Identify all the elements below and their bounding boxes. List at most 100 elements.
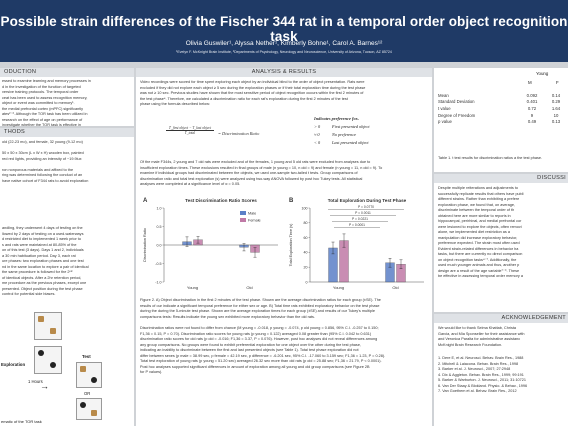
caption-line: Figure 2. A) Object discrimination in th… (140, 298, 381, 302)
x-tick-label: Young (333, 285, 344, 290)
analysis-line: Video recordings were scored for time sp… (140, 80, 365, 84)
table-cell-m: 0.49 (527, 119, 537, 125)
discussion-line: alone, we implemented diet restriction a… (438, 230, 510, 234)
y-tick-label: 0 (306, 280, 308, 284)
methods-heading: THODS (0, 128, 134, 137)
indicates-row: > 0 First presented object (314, 124, 414, 132)
y-tick-label: 40 (304, 251, 308, 255)
discussion-line: on object recognition tasks⁴⁻⁷. Addition… (438, 257, 517, 262)
chart-title: Total Exploration During Test Phase (328, 198, 407, 203)
table-cell-m: 0.092 (526, 92, 538, 98)
acknowledgement-text: We would like to thank Selma Khattab, Ch… (438, 326, 568, 348)
methods-line: nd in the same location to explore a pai… (2, 264, 89, 269)
arrow-icon: → (40, 381, 49, 391)
discussion-line: different strains. Rather than exhibitin… (438, 197, 520, 201)
intro-line: essed to examine learning and memory pro… (2, 79, 91, 83)
legend-label: Female (248, 219, 261, 223)
poster-authors: Olivia Guswiler¹, Alyssa Nether¹, Kimber… (185, 40, 383, 47)
analysis-line: discrimination ratio and total test expl… (140, 176, 363, 181)
exploration-label: Exploration (1, 362, 26, 367)
methods-line: a 30 min habituation period. Day 3, each… (2, 253, 76, 258)
figure-caption: Figure 2. A) Object discrimination in th… (140, 298, 428, 320)
results-line: differ between sexes (p male = 38.99 sec… (140, 353, 386, 358)
indicates-row: < 0 Last presented object (314, 140, 414, 148)
methods-line: red red lights, providing an intensity o… (2, 156, 82, 161)
exploration-object-2a (38, 350, 44, 356)
legend-swatch (240, 211, 246, 215)
table-cell-f: 10 (553, 112, 559, 118)
discussion-line: Evident strain-related differences in be… (438, 246, 519, 251)
ack-line: We would like to thank Selma Khattab, Ch… (438, 326, 517, 330)
discussion-line: design are a result of the age variable⁷… (438, 268, 520, 273)
methods-line: on of this test (3 days). Days 1 and 2, … (2, 248, 84, 252)
test-object-2b (91, 410, 97, 416)
introduction-text: essed to examine learning and memory pro… (2, 79, 130, 134)
indicates-meaning: Last presented object (332, 140, 369, 145)
methods-line: d restricted diet to implemented 1 week … (2, 237, 81, 241)
table-cell-f: 0.13 (551, 119, 561, 125)
methods-line: andling, they underwent 4 days of testin… (2, 226, 83, 230)
discussion-heading: DISCUSSI (434, 174, 568, 183)
intro-line: investigate whether the TOR task is effe… (2, 123, 81, 127)
chart-panel-label: A (143, 198, 148, 204)
table-row: p value 0.49 0.13 (438, 118, 568, 125)
table-cell-m: 9 (530, 112, 534, 118)
y-axis-label: Discrimination Ratio (143, 228, 147, 262)
analysis-line: insufficient exploration times. These ex… (140, 165, 383, 170)
methods-line: ure phases: two exploration phases and o… (2, 259, 84, 263)
results-line: indicating an inability to discriminate … (140, 348, 359, 352)
discussion-text: Despite multiple reiterations and adjust… (438, 186, 568, 280)
table-cell-f: 1.64 (551, 105, 561, 111)
ack-line: McKnight Brain Research Foundation. (438, 342, 503, 347)
x-tick-label: Old (246, 285, 252, 290)
results-line: F1,36 = 0.15, P = 0.70). Discrimination … (140, 331, 372, 336)
y-tick-label: 0.0 (157, 243, 162, 247)
y-axis-label: Total Exploration Time (s) (289, 223, 293, 267)
acknowledgement-heading: ACKNOWLEDGEMENT (434, 314, 568, 323)
test-object-2a (80, 402, 86, 408)
indicates-header: Indicates preference for.. (314, 116, 360, 121)
exploration-object-1a (38, 316, 44, 322)
intro-line: ates²⁻³. Although the TOR task has been … (2, 112, 88, 116)
caption-line: during the during the 5-minute test phas… (140, 309, 375, 313)
discussion-line: used much younger animals and thus, anot… (438, 263, 520, 267)
reference-item: 1. Dere E, et al. Neurosci. Behav. Brain… (438, 356, 524, 360)
caption-line: results of our indicate a significant te… (140, 303, 380, 308)
legend-label: Male (248, 212, 256, 216)
poster-title: Possible strain differences of the Fisch… (0, 14, 568, 44)
poster-affiliation: ¹Evelyn F. McKnight Brain Institute, ²De… (176, 50, 392, 54)
table-col-f: F (556, 80, 559, 85)
discrimination-formula: T_first object − T_last object T_total =… (166, 116, 406, 158)
indicates-sign: < 0 (314, 140, 321, 145)
acknowledgement-panel: ACKNOWLEDGEMENT We would like to thank S… (434, 314, 568, 426)
discussion-line: manipulation did increase exploratory be… (438, 235, 518, 240)
reference-item: 2. Mitchell & Laiacona. Behav. Brain Res… (438, 361, 519, 366)
analysis-line: analyses were completed at a significanc… (140, 182, 241, 186)
table-cell-label: Standard Deviation (438, 99, 475, 105)
chart-panel-label: B (289, 198, 294, 204)
x-tick-label: Young (187, 285, 198, 290)
indicates-meaning: First presented object (332, 124, 370, 129)
t-test-table: Mean 0.092 0.14 Standard Deviation 0.401 0.29… (438, 92, 568, 125)
y-tick-label: 1.0 (157, 206, 162, 210)
discussion-line: tasks, but there are currently no direct… (438, 252, 523, 256)
results-line: Post hoc analyses supported significant … (140, 364, 370, 369)
analysis-line: was not ≥ 10 sec. Previous studies have … (140, 91, 364, 95)
discussion-line: successfully replicate results that othe… (438, 191, 524, 196)
methods-line: llowed by 2 days of testing on a used-wa… (2, 231, 84, 236)
methods-line: ron nonporous materials and affixed to t… (2, 167, 74, 172)
y-tick-label: 0.5 (157, 225, 162, 229)
formula-denominator: T_total (184, 131, 196, 135)
methods-line: old (22-23 mo), and female, 32 young (9-… (2, 140, 83, 144)
results-line: discrimination ratio scores for old rats… (140, 337, 378, 341)
methods-panel: THODS old (22-23 mo), and female, 32 you… (0, 128, 134, 426)
significance-label: P = 0.0001 (349, 223, 365, 227)
table-col-m: M (528, 80, 532, 85)
test-object-1a (80, 366, 86, 372)
x-tick-label: Old (392, 285, 398, 290)
results-line: Discrimination ratios were not found to … (140, 326, 379, 330)
intro-line: ceat has been used to assess recognition… (2, 95, 88, 100)
analysis-line: examine if individual groups had discrim… (140, 171, 358, 175)
ack-line: and Veronica Paralta for administrative … (438, 337, 521, 341)
table-panel: Young M F Mean 0.092 0.14 Standard Deviatio… (434, 68, 568, 172)
